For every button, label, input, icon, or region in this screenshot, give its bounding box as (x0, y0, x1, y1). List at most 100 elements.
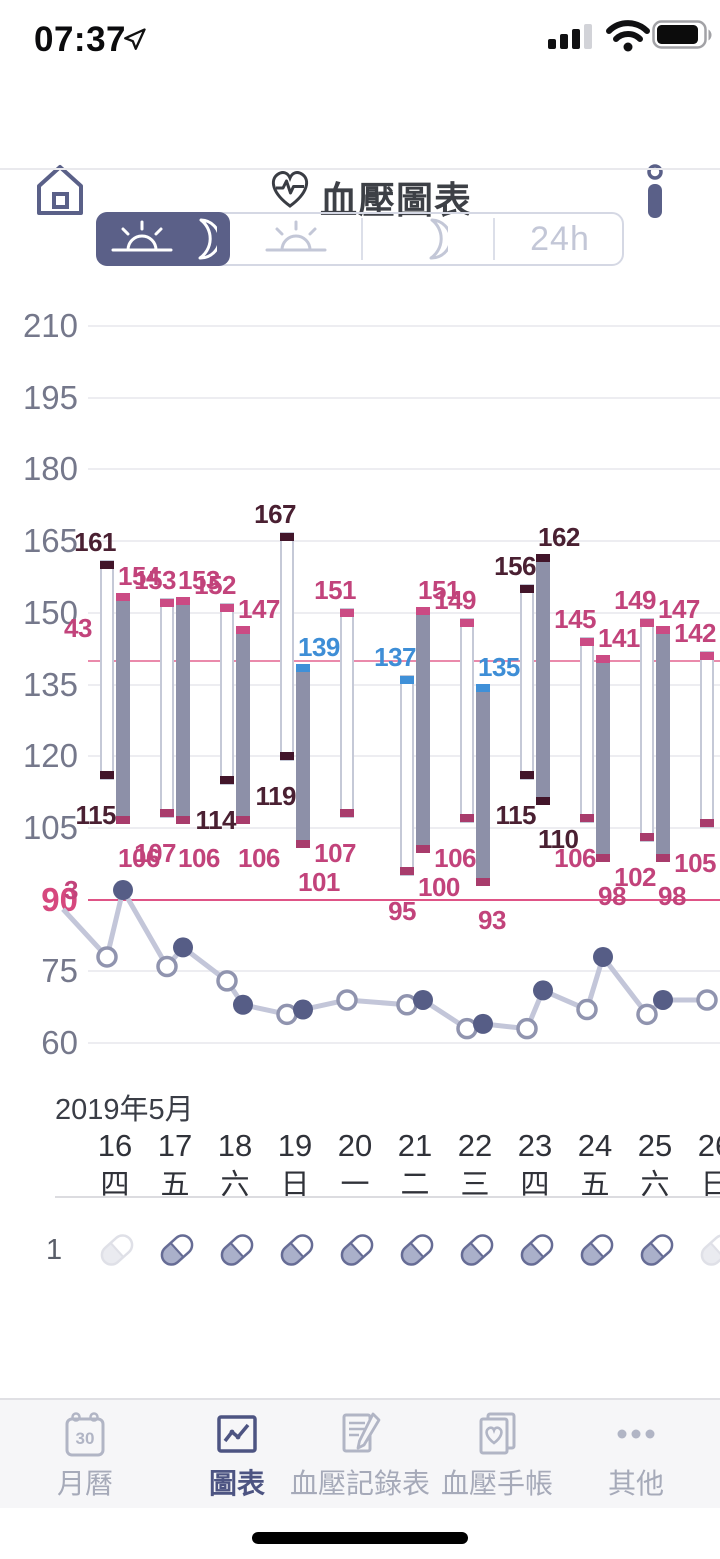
systolic-value-label: 153 (134, 565, 176, 596)
bar-systolic-cap (220, 604, 234, 613)
diastolic-value-label: 98 (658, 881, 686, 912)
medication-pill[interactable] (694, 1227, 720, 1273)
bp-bar-day (220, 603, 234, 785)
bar-diastolic-cap (520, 771, 534, 780)
diastolic-value-label: 105 (674, 847, 716, 878)
pill-icon (580, 1234, 614, 1266)
moon-icon (429, 218, 448, 260)
y-axis-tick-label: 165 (22, 522, 78, 560)
bar-systolic-cap (656, 626, 670, 635)
tab-bp-handbook[interactable]: 血壓手帳 (407, 1410, 587, 1502)
bp-bar-day (700, 651, 714, 828)
bar-systolic-cap (296, 664, 310, 673)
medication-pill[interactable] (274, 1227, 320, 1273)
systolic-value-label: 152 (194, 570, 236, 601)
date-weekday: 四 (520, 1169, 550, 1201)
diastolic-value-label: 101 (298, 867, 340, 898)
segment-divider (361, 218, 363, 260)
date-number: 24 (577, 1128, 613, 1163)
home-button[interactable] (34, 162, 86, 218)
date-weekday: 六 (220, 1169, 250, 1201)
diastolic-value-label: 106 (238, 843, 280, 874)
tab-chart[interactable]: 圖表 (147, 1410, 327, 1502)
header: 血壓圖表 (0, 66, 720, 221)
medication-pill[interactable] (394, 1227, 440, 1273)
date-number: 26 (697, 1128, 720, 1163)
date-weekday: 六 (640, 1169, 670, 1201)
medication-pill[interactable] (634, 1227, 680, 1273)
handbook-icon (479, 1412, 516, 1455)
signal-icon (548, 22, 600, 50)
diastolic-value-label: 110 (538, 824, 579, 854)
date-weekday: 一 (340, 1169, 370, 1201)
date-weekday: 三 (460, 1169, 490, 1201)
bar-systolic-cap (116, 592, 130, 601)
info-button[interactable] (644, 164, 666, 218)
segment-night[interactable] (362, 214, 494, 264)
bar-systolic-cap (176, 597, 190, 606)
bar-diastolic-cap (460, 814, 474, 823)
segment-24h[interactable]: 24h (494, 214, 626, 264)
date-weekday: 五 (580, 1169, 610, 1201)
bar-diastolic-cap (340, 809, 354, 818)
systolic-value-label: 161 (74, 527, 116, 558)
pulse-point-night (233, 994, 253, 1015)
pill-icon (220, 1234, 254, 1266)
medication-pill[interactable] (154, 1227, 200, 1273)
date-row-divider (55, 1196, 720, 1198)
date-number: 17 (157, 1128, 193, 1163)
home-indicator[interactable] (252, 1532, 468, 1544)
medication-pill[interactable] (574, 1227, 620, 1273)
y-axis-tick-label: 135 (22, 665, 78, 703)
medication-pill[interactable] (214, 1227, 260, 1273)
segment-day-and-night[interactable] (96, 212, 230, 266)
blood-pressure-chart[interactable]: 210 195 180 165 150 135 120 105 90 75 60 161 115 154 1… (0, 280, 720, 1070)
bar-diastolic-cap (536, 796, 550, 805)
systolic-value-label: 156 (494, 551, 536, 582)
heart-pulse-icon (268, 168, 312, 210)
segment-day[interactable] (230, 214, 362, 264)
pill-icon (160, 1234, 194, 1266)
pulse-point-night (113, 880, 133, 901)
systolic-value-label: 137 (374, 641, 416, 672)
medication-pill[interactable] (454, 1227, 500, 1273)
medication-pill[interactable] (94, 1227, 140, 1273)
bar-systolic-cap (580, 637, 594, 646)
page-title: 血壓圖表 (320, 180, 472, 221)
date-number: 16 (97, 1128, 133, 1163)
tab-calendar[interactable]: 30 月曆 (0, 1410, 175, 1502)
systolic-value-label: 167 (254, 498, 296, 529)
medication-pill[interactable] (514, 1227, 560, 1273)
bar-diastolic-cap (580, 814, 594, 823)
bar-systolic-cap (400, 675, 414, 684)
bar-diastolic-cap (116, 816, 130, 825)
segment-divider (493, 218, 495, 260)
diastolic-value-label: 114 (195, 804, 237, 835)
date-number: 23 (517, 1128, 553, 1163)
bp-bar-night (296, 664, 310, 848)
tab-other[interactable]: 其他 (546, 1410, 720, 1502)
y-axis-tick-label: 195 (22, 378, 78, 416)
bp-bar-day (460, 617, 474, 824)
systolic-value-label: 139 (298, 632, 340, 663)
systolic-limit-line (88, 659, 720, 662)
gridline (88, 1042, 720, 1044)
wifi-icon (606, 20, 650, 52)
bar-diastolic-cap (700, 818, 714, 827)
medication-pill[interactable] (334, 1227, 380, 1273)
gridline (88, 540, 720, 543)
status-time: 07:37 (34, 20, 127, 59)
pulse-line-layer (61, 880, 718, 1040)
diastolic-value-label: 106 (118, 843, 160, 874)
bp-bar-day (520, 584, 534, 781)
bar-diastolic-cap (220, 775, 234, 784)
info-icon (647, 164, 663, 218)
bar-diastolic-cap (640, 833, 654, 842)
tab-bp-record[interactable]: 血壓記錄表 (270, 1410, 450, 1502)
bar-diastolic-cap (100, 771, 114, 780)
bar-diastolic-cap (656, 854, 670, 863)
battery-icon (652, 20, 714, 50)
diastolic-value-label: 106 (434, 843, 476, 874)
pulse-point-night (173, 937, 193, 958)
